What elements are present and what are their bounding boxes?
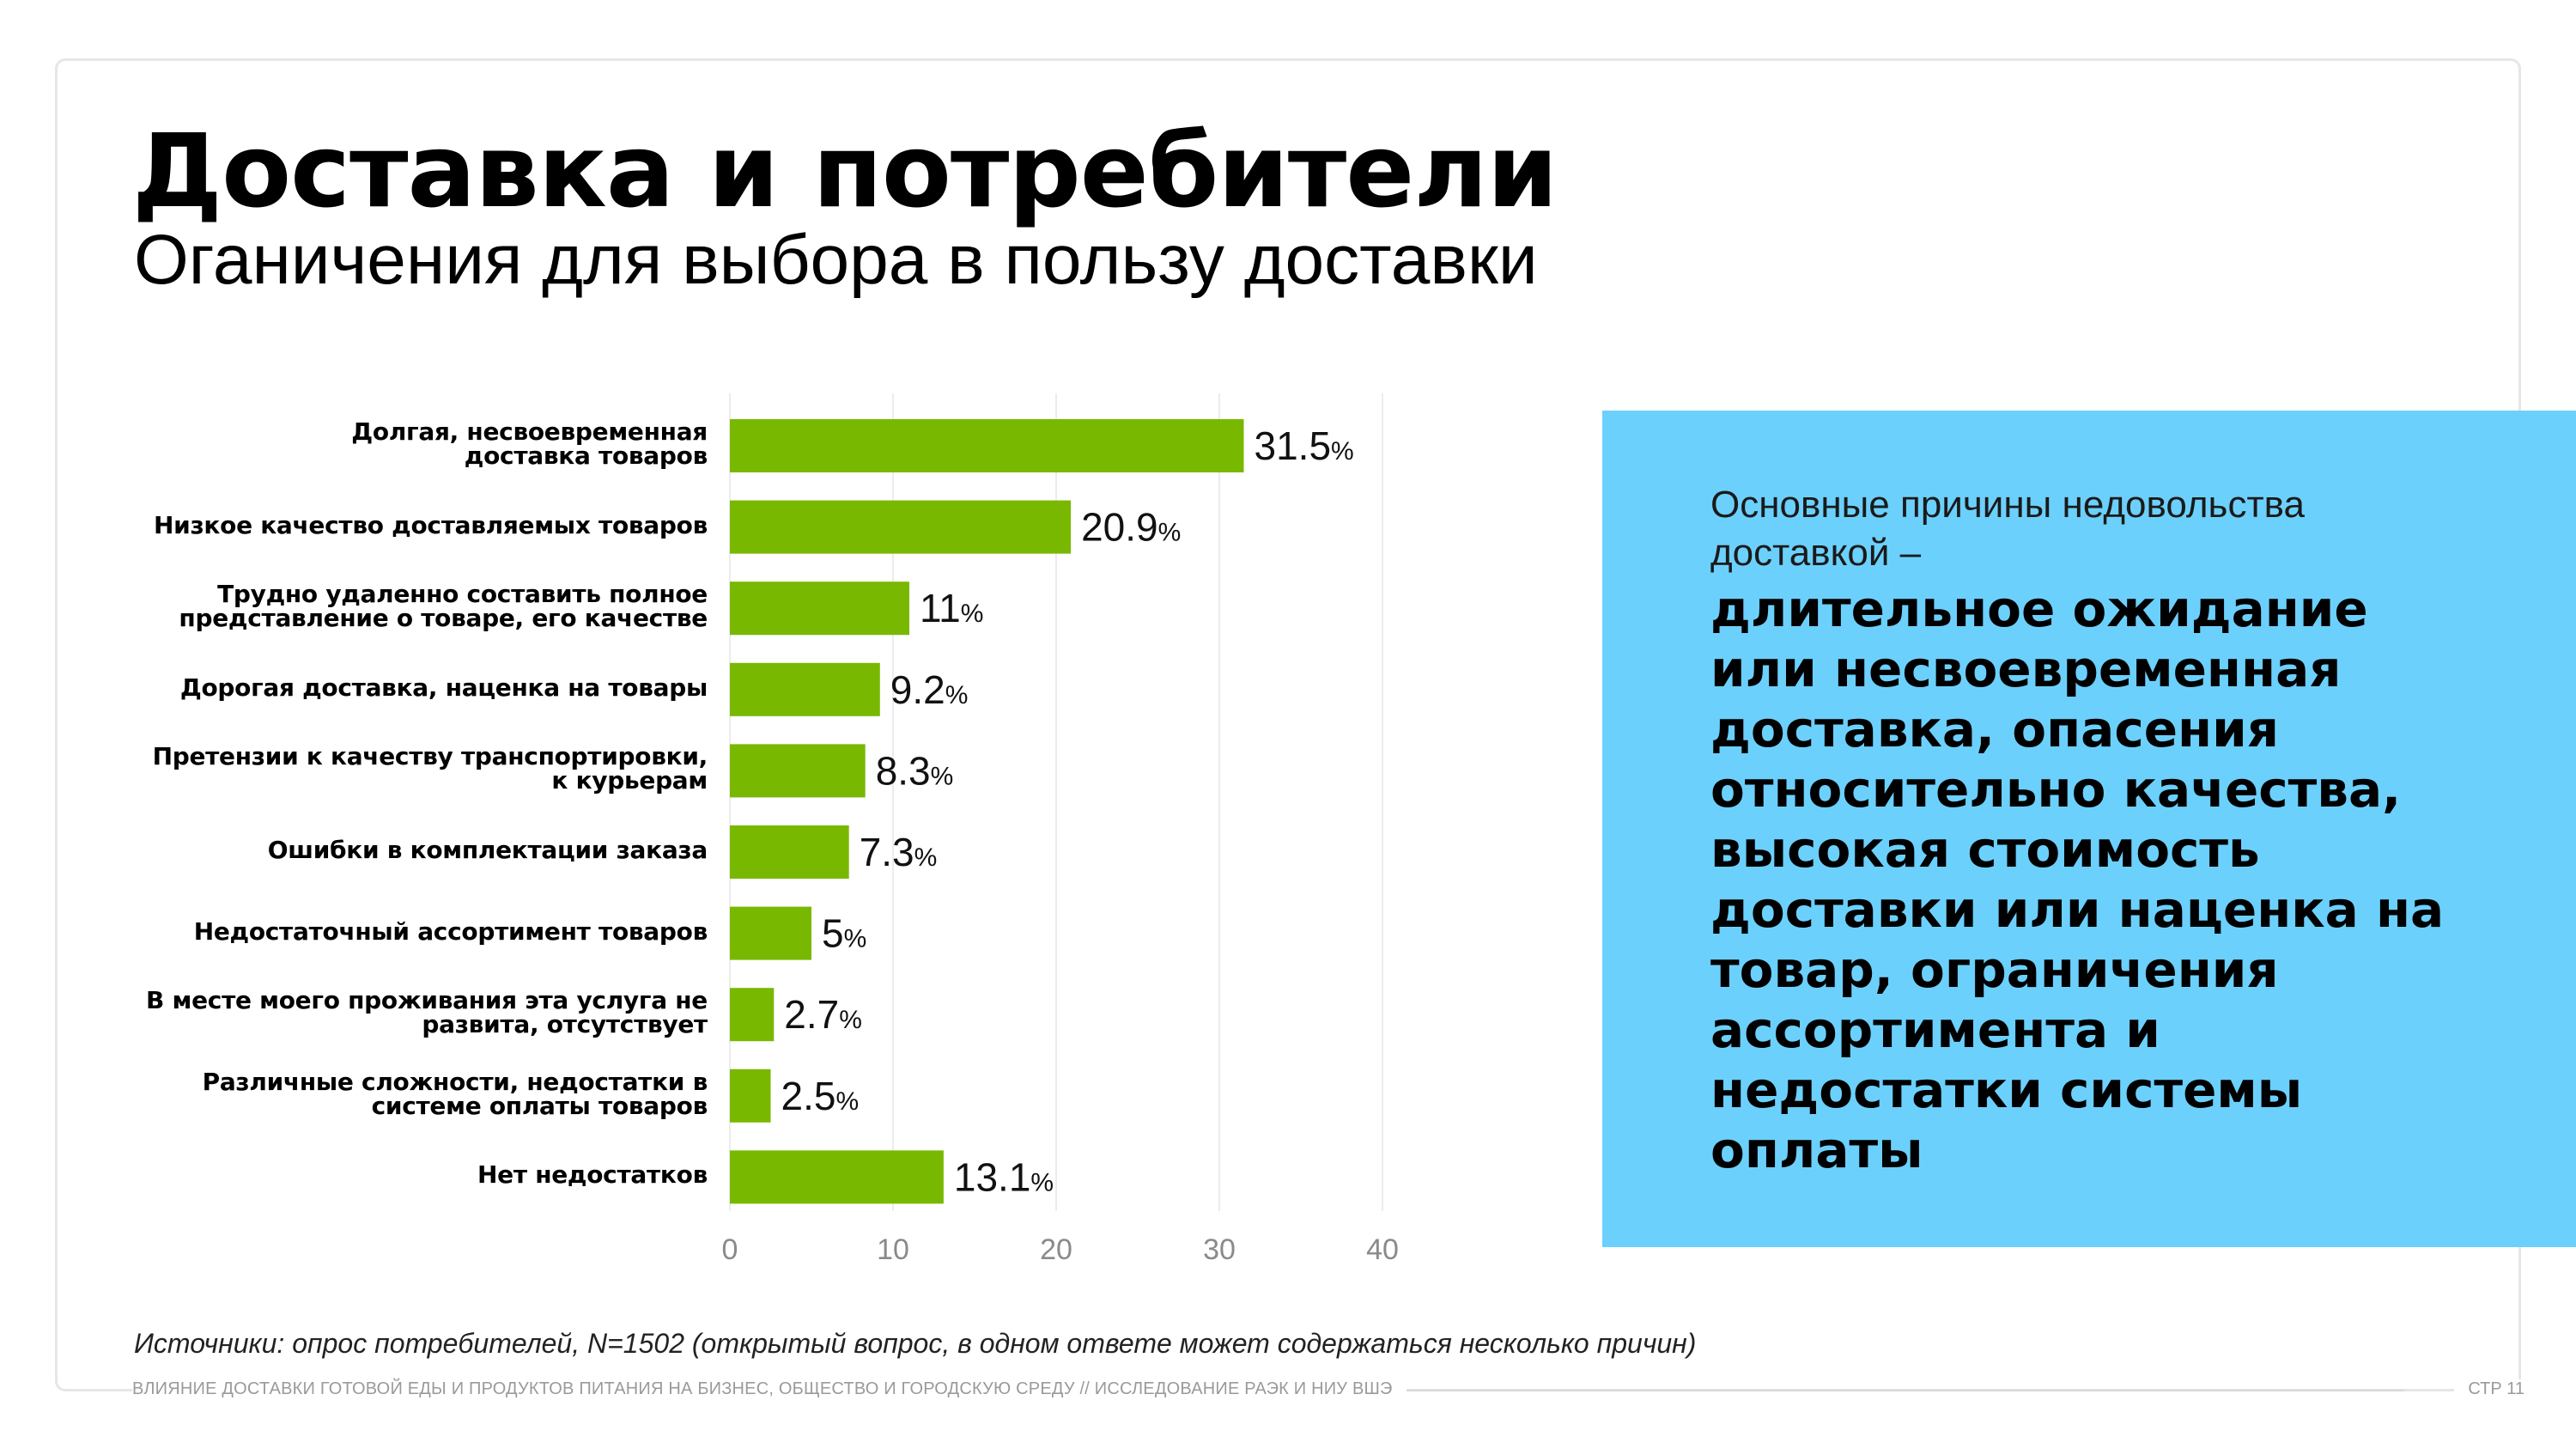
data-label: 2.5% (781, 1074, 860, 1118)
category-label: В месте моего проживания эта услуга не ра… (106, 989, 708, 1037)
data-label: 2.7% (784, 992, 862, 1037)
category-label-line: Недостаточный ассортимент товаров (193, 916, 708, 946)
category-label: Долгая, несвоевременная доставка товаров (106, 420, 708, 468)
category-label-line: В месте моего проживания эта услуга не (146, 986, 708, 1015)
data-label: 8.3% (876, 748, 954, 793)
category-label-line: Ошибки в комплектации заказа (267, 836, 708, 864)
bar (730, 744, 866, 798)
category-label: Ошибки в комплектации заказа (106, 838, 708, 862)
category-label-line: Трудно удаленно составить полное (217, 580, 708, 609)
bar (730, 662, 880, 716)
x-tick-label: 20 (1040, 1233, 1072, 1266)
data-label: 5% (822, 911, 866, 956)
data-label: 20.9% (1081, 505, 1181, 550)
category-label: Претензии к качеству транспортировки, к к… (106, 745, 708, 793)
x-tick-label: 40 (1366, 1233, 1399, 1266)
bar (730, 825, 849, 879)
page-subtitle: Оганичения для выбора в пользу доставки (134, 221, 1538, 299)
bar (730, 500, 1072, 554)
category-label-line: Нет недостатков (477, 1160, 708, 1190)
category-label-line: Различные сложности, недостатки в (202, 1067, 708, 1096)
category-label-line: к курьерам (551, 766, 708, 795)
bar (730, 419, 1244, 472)
source-note: Источники: опрос потребителей, N=1502 (о… (134, 1328, 1697, 1359)
category-label: Различные сложности, недостатки в системе… (106, 1067, 708, 1120)
bar (730, 906, 811, 960)
category-label-line: системе оплаты товаров (371, 1091, 708, 1120)
category-label-line: представление о товаре, его качестве (179, 604, 708, 633)
category-label: Дорогая доставка, наценка на товары (106, 673, 708, 702)
page-title: Доставка и потребители (132, 112, 1558, 230)
footer-divider (1382, 1390, 2404, 1391)
data-label: 11% (920, 586, 983, 630)
bar (730, 988, 775, 1042)
data-label: 9.2% (890, 667, 969, 712)
x-tick-label: 30 (1203, 1233, 1236, 1266)
category-label: Трудно удаленно составить полное представ… (106, 582, 708, 630)
data-label: 13.1% (954, 1154, 1054, 1199)
x-tick-label: 10 (877, 1233, 909, 1266)
bar (730, 581, 909, 636)
data-label: 7.3% (860, 830, 938, 874)
category-label-line: Претензии к качеству транспортировки, (152, 742, 708, 771)
bar (730, 1150, 944, 1204)
category-label: Низкое качество доставляемых товаров (106, 510, 708, 539)
category-label-line: доставка товаров (464, 441, 708, 470)
category-label: Нет недостатков (106, 1163, 708, 1187)
data-label: 31.5% (1255, 423, 1354, 468)
category-label-line: Низкое качество доставляемых товаров (154, 510, 708, 539)
x-tick-label: 0 (722, 1233, 738, 1266)
callout-lead: Основные причины недовольства доставкой … (1710, 484, 2305, 574)
bar (730, 1068, 771, 1123)
category-label: Недостаточный ассортимент товаров (106, 916, 708, 946)
category-label-line: Дорогая доставка, наценка на товары (179, 673, 708, 702)
footer-text: ВЛИЯНИЕ ДОСТАВКИ ГОТОВОЙ ЕДЫ И ПРОДУКТОВ… (132, 1379, 1406, 1399)
category-label-line: Долгая, несвоевременная (351, 417, 708, 446)
page-number: СТР 11 (2454, 1379, 2524, 1399)
category-label-line: развита, отсутствует (422, 1010, 708, 1039)
callout-main: длительное ожидание или несвоевременная … (1710, 580, 2445, 1179)
callout-box: Основные причины недовольства доставкой … (1602, 411, 2576, 1247)
